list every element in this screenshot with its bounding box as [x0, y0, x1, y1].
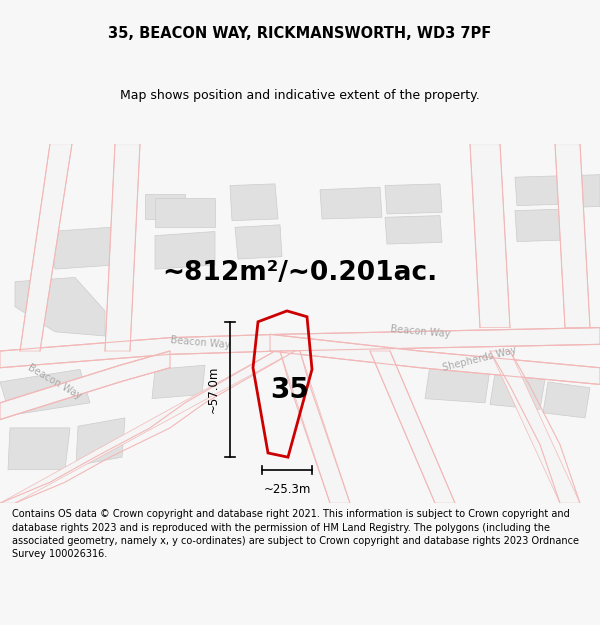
Polygon shape — [230, 184, 278, 221]
Text: Contains OS data © Crown copyright and database right 2021. This information is : Contains OS data © Crown copyright and d… — [12, 509, 579, 559]
Polygon shape — [490, 374, 545, 409]
Polygon shape — [76, 418, 125, 466]
Text: Map shows position and indicative extent of the property.: Map shows position and indicative extent… — [120, 89, 480, 102]
Polygon shape — [280, 351, 350, 503]
Text: Beacon Way: Beacon Way — [170, 335, 230, 350]
Text: ~25.3m: ~25.3m — [263, 483, 311, 496]
Polygon shape — [155, 231, 215, 269]
Polygon shape — [370, 351, 455, 503]
Text: Beacon Way: Beacon Way — [389, 324, 451, 339]
Polygon shape — [235, 225, 282, 259]
Polygon shape — [0, 369, 90, 416]
Text: Shepherds Way: Shepherds Way — [442, 346, 518, 373]
Polygon shape — [152, 365, 205, 399]
Polygon shape — [320, 188, 382, 219]
Polygon shape — [425, 365, 490, 403]
Text: ~812m²/~0.201ac.: ~812m²/~0.201ac. — [163, 260, 437, 286]
Polygon shape — [385, 184, 442, 214]
Text: Beacon Way: Beacon Way — [26, 362, 83, 401]
Polygon shape — [145, 194, 185, 219]
Polygon shape — [555, 144, 590, 328]
Text: ~57.0m: ~57.0m — [207, 366, 220, 413]
Polygon shape — [15, 278, 105, 336]
Polygon shape — [0, 351, 170, 419]
Polygon shape — [470, 144, 510, 328]
Polygon shape — [515, 176, 572, 206]
Text: 35: 35 — [271, 376, 310, 404]
Polygon shape — [543, 382, 590, 418]
Polygon shape — [105, 144, 140, 351]
Polygon shape — [385, 216, 442, 244]
Polygon shape — [515, 209, 572, 241]
Text: 35, BEACON WAY, RICKMANSWORTH, WD3 7PF: 35, BEACON WAY, RICKMANSWORTH, WD3 7PF — [109, 26, 491, 41]
Polygon shape — [155, 198, 215, 228]
Polygon shape — [490, 351, 580, 503]
Polygon shape — [8, 428, 70, 470]
Polygon shape — [0, 328, 600, 367]
Polygon shape — [50, 228, 115, 269]
Polygon shape — [270, 334, 600, 384]
Polygon shape — [20, 144, 72, 351]
Polygon shape — [575, 174, 600, 208]
Polygon shape — [0, 351, 295, 503]
